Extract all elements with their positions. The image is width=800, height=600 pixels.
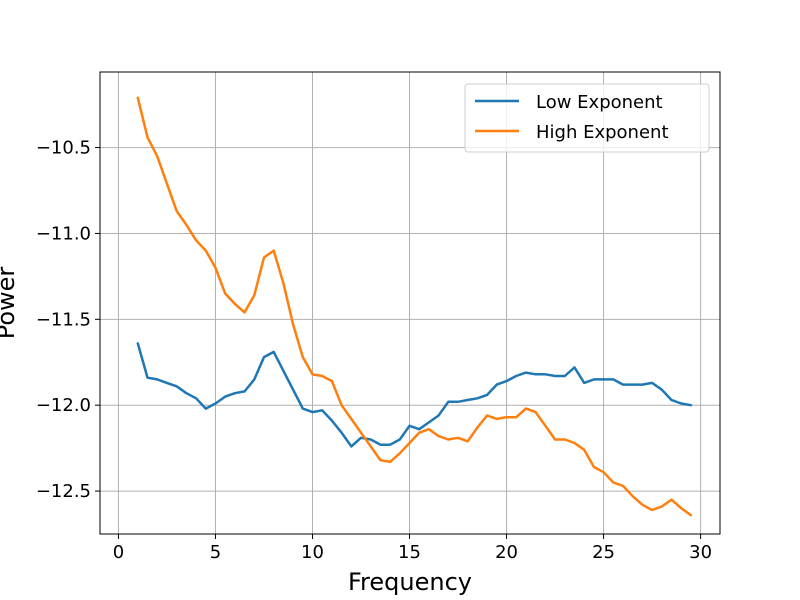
x-tick-label: 25 [592,542,615,563]
x-tick-label: 15 [398,542,421,563]
legend-label-low-exponent: Low Exponent [536,92,663,113]
legend-box [464,83,710,153]
x-tick-label: 20 [495,542,518,563]
x-tick-label: 10 [301,542,324,563]
legend: Low Exponent High Exponent [464,83,710,153]
y-tick-label: −10.5 [36,138,91,159]
y-axis-label: Power [0,267,20,340]
series-lines [136,96,693,517]
y-tick-label: −11.5 [36,309,91,330]
series-line-low-exponent [136,342,693,448]
x-axis-label: Frequency [348,568,472,596]
y-axis-ticks: −10.5 −11.0 −11.5 −12.0 −12.5 [36,138,100,502]
legend-label-high-exponent: High Exponent [536,122,669,143]
x-tick-label: 5 [210,542,221,563]
y-tick-label: −11.0 [36,223,91,244]
y-tick-label: −12.5 [36,481,91,502]
x-tick-label: 30 [689,542,712,563]
x-axis-ticks: 0 5 10 15 20 25 30 [113,534,712,563]
y-tick-label: −12.0 [36,395,91,416]
series-line-high-exponent [136,96,693,517]
x-tick-label: 0 [113,542,124,563]
